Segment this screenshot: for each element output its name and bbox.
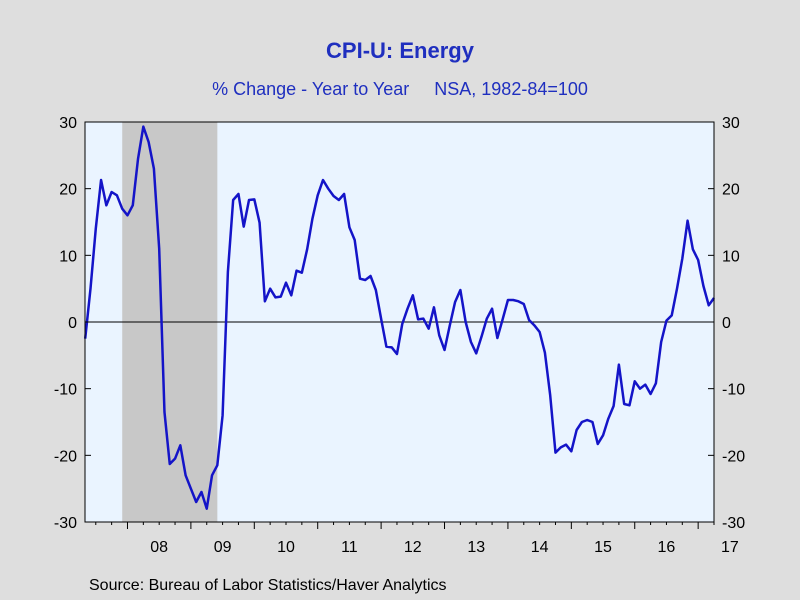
x-tick-label: 10 [277, 539, 295, 556]
y-tick-label-right: 30 [722, 115, 740, 132]
y-tick-label-right: -10 [722, 382, 745, 399]
y-axis-left: -30 -20 -10 0 10 20 30 [54, 115, 91, 532]
x-tick-label: 14 [531, 539, 549, 556]
y-axis-right: -30 -20 -10 0 10 20 30 [708, 115, 745, 532]
y-tick-label-left: 20 [59, 182, 77, 199]
y-tick-label-left: 30 [59, 115, 77, 132]
x-tick-label: 12 [404, 539, 422, 556]
x-tick-label: 15 [594, 539, 612, 556]
y-tick-label-left: -20 [54, 448, 77, 465]
x-tick-label: 13 [467, 539, 485, 556]
x-tick-label: 16 [658, 539, 676, 556]
y-tick-label-left: 10 [59, 248, 77, 265]
y-tick-label-right: -20 [722, 448, 745, 465]
x-tick-label: 17 [721, 539, 739, 556]
y-tick-label-left: 0 [68, 315, 77, 332]
energy-cpi-yoy-line [83, 125, 716, 510]
chart-title: CPI-U: Energy [326, 38, 474, 63]
y-tick-label-left: -10 [54, 382, 77, 399]
y-tick-label-right: 20 [722, 182, 740, 199]
y-tick-label-right: -30 [722, 515, 745, 532]
y-tick-label-right: 10 [722, 248, 740, 265]
x-axis: 08 09 10 11 12 13 14 15 16 17 [95, 522, 739, 556]
y-tick-label-right: 0 [722, 315, 731, 332]
x-tick-label: 11 [341, 539, 358, 556]
x-tick-label: 08 [150, 539, 168, 556]
x-tick-label: 09 [214, 539, 232, 556]
chart-subtitle: % Change - Year to Year NSA, 1982-84=100 [212, 79, 588, 99]
source-note: Source: Bureau of Labor Statistics/Haver… [89, 577, 447, 594]
y-tick-label-left: -30 [54, 515, 77, 532]
